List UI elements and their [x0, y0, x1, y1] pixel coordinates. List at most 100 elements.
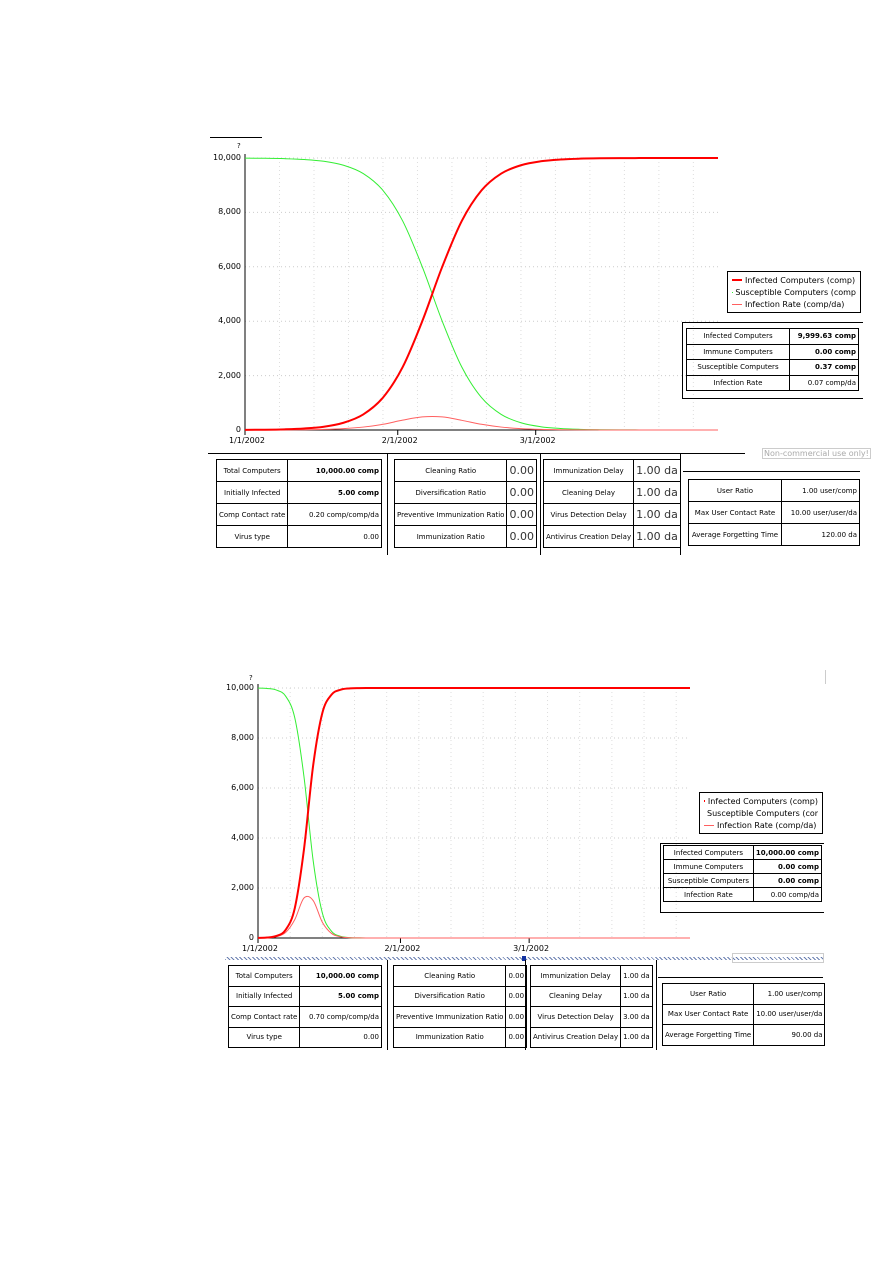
param-value[interactable]: 0.00	[506, 459, 537, 482]
table-row: Susceptible Computers 0.00 comp	[663, 873, 823, 888]
param-value[interactable]: 5.00 comp	[299, 985, 382, 1007]
table-row: Preventive Immunization Ratio 0.00	[392, 1006, 528, 1028]
param-label: Max User Contact Rate	[688, 501, 782, 524]
param-value[interactable]: 0.00	[505, 985, 528, 1007]
param-value[interactable]: 10,000.00 comp	[752, 845, 823, 860]
chart1-top-rule	[210, 137, 262, 138]
param-label: Infection Rate	[686, 374, 790, 391]
divider	[387, 960, 388, 1050]
table-row: Total Computers 10,000.00 comp	[215, 459, 382, 482]
table-row: Antivirus Creation Delay 1.00 da	[542, 525, 681, 548]
table-row: User Ratio 1.00 user/comp	[688, 479, 860, 502]
legend-swatch	[732, 303, 742, 305]
param-value[interactable]: 0.00	[505, 965, 528, 987]
table-row: Antivirus Creation Delay 1.00 da	[529, 1026, 653, 1048]
param-label: Virus type	[227, 1026, 301, 1048]
y-tick-label: 2,000	[218, 370, 241, 380]
chart2-separator-right	[658, 977, 823, 978]
param-value[interactable]: 0.00	[505, 1026, 528, 1048]
param-value[interactable]: 0.00 comp	[752, 859, 823, 874]
x-tick-label: 3/1/2002	[519, 436, 556, 445]
table-row: Virus type 0.00	[227, 1026, 382, 1048]
table-row: Comp Contact rate 0.70 comp/comp/da	[227, 1006, 382, 1028]
param-label: Initially Infected	[227, 985, 301, 1007]
parameter-table: Cleaning Ratio 0.00 Diversification Ratio 0…	[393, 459, 537, 548]
param-value[interactable]: 0.00	[506, 525, 537, 548]
param-value[interactable]: 0.00	[505, 1006, 528, 1028]
param-value[interactable]: 90.00 da	[753, 1024, 826, 1046]
param-label: Preventive Immunization Ratio	[393, 503, 508, 526]
param-value[interactable]: 10,000.00 comp	[287, 459, 382, 482]
y-tick-label: 10,000	[213, 153, 241, 162]
divider	[680, 453, 681, 555]
param-value[interactable]: 0.00 comp	[789, 343, 859, 360]
param-label: Preventive Immunization Ratio	[392, 1006, 507, 1028]
param-label: Average Forgetting Time	[688, 523, 782, 546]
param-value[interactable]: 1.00 user/comp	[753, 983, 826, 1005]
x-tick-label: 1/1/2002	[229, 436, 265, 445]
param-value[interactable]: 0.00	[287, 525, 382, 548]
table-row: Immune Computers 0.00 comp	[686, 343, 859, 360]
table-row: Immunization Ratio 0.00	[393, 525, 537, 548]
param-value[interactable]: 0.37 comp	[789, 359, 859, 376]
param-value[interactable]: 1.00 da	[633, 459, 681, 482]
param-value[interactable]: 10.00 user/user/da	[753, 1003, 826, 1025]
param-label: Susceptible Computers	[663, 873, 754, 888]
param-label: Initially Infected	[215, 481, 289, 504]
table-row: Average Forgetting Time 90.00 da	[661, 1024, 826, 1046]
param-label: Infection Rate	[663, 887, 754, 902]
y-tick-label: 0	[248, 933, 254, 942]
param-label: Immunization Delay	[529, 965, 622, 987]
y-tick-label: 2,000	[231, 883, 254, 892]
parameter-table: Infected Computers 10,000.00 comp Immune C…	[663, 845, 823, 902]
param-value[interactable]: 0.70 comp/comp/da	[299, 1006, 382, 1028]
param-value[interactable]: 5.00 comp	[287, 481, 382, 504]
param-value[interactable]: 120.00 da	[781, 523, 860, 546]
divider	[540, 453, 541, 555]
legend-label: Infection Rate (comp/da)	[717, 820, 817, 830]
y-tick-label: 6,000	[218, 261, 241, 271]
table-row: User Ratio 1.00 user/comp	[661, 983, 826, 1005]
chart2-edge-mark	[825, 670, 826, 684]
param-value[interactable]: 0.20 comp/comp/da	[287, 503, 382, 526]
legend-swatch	[732, 279, 742, 281]
legend-item: Susceptible Computers (comp	[704, 807, 818, 819]
param-value[interactable]: 9,999.63 comp	[789, 328, 859, 345]
divider	[387, 453, 388, 555]
param-value[interactable]: 0.00 comp	[752, 873, 823, 888]
parameter-table: User Ratio 1.00 user/comp Max User Contact…	[661, 983, 826, 1046]
param-value[interactable]: 1.00 user/comp	[781, 479, 860, 502]
series-line-2	[257, 895, 690, 939]
non-commercial-note: Non-commercial use only!	[762, 448, 871, 459]
series-line-0	[244, 157, 719, 431]
param-value[interactable]: 1.00 da	[620, 1026, 653, 1048]
param-label: Virus Detection Delay	[529, 1006, 622, 1028]
param-value[interactable]: 0.00 comp/da	[752, 887, 823, 902]
param-value[interactable]: 3.00 da	[620, 1006, 653, 1028]
param-label: Diversification Ratio	[392, 985, 507, 1007]
param-value[interactable]: 10,000.00 comp	[299, 965, 382, 987]
x-tick-label: 3/1/2002	[513, 944, 550, 953]
param-value[interactable]: 0.00	[506, 481, 537, 504]
param-label: Total Computers	[227, 965, 301, 987]
param-value[interactable]: 0.07 comp/da	[789, 374, 859, 391]
table-row: Infected Computers 10,000.00 comp	[663, 845, 823, 860]
param-value[interactable]: 0.00	[299, 1026, 382, 1048]
legend-label: Susceptible Computers (comp	[707, 808, 818, 818]
param-value[interactable]: 1.00 da	[633, 481, 681, 504]
table-row: Virus Detection Delay 3.00 da	[529, 1006, 653, 1028]
param-value[interactable]: 10.00 user/user/da	[781, 501, 860, 524]
table-row: Immunization Ratio 0.00	[392, 1026, 528, 1048]
table-row: Diversification Ratio 0.00	[392, 985, 528, 1007]
param-value[interactable]: 1.00 da	[620, 985, 653, 1007]
param-value[interactable]: 0.00	[506, 503, 537, 526]
y-tick-label: 6,000	[231, 783, 254, 792]
param-value[interactable]: 1.00 da	[620, 965, 653, 987]
param-value[interactable]: 1.00 da	[633, 503, 681, 526]
parameter-table: Immunization Delay 1.00 da Cleaning Delay 1…	[542, 459, 681, 548]
param-label: Immune Computers	[663, 859, 754, 874]
splitter-handle[interactable]	[522, 956, 526, 961]
y-tick-label: 4,000	[231, 833, 254, 842]
param-value[interactable]: 1.00 da	[633, 525, 681, 548]
parameter-table: Infected Computers 9,999.63 comp Immune Co…	[686, 328, 859, 391]
